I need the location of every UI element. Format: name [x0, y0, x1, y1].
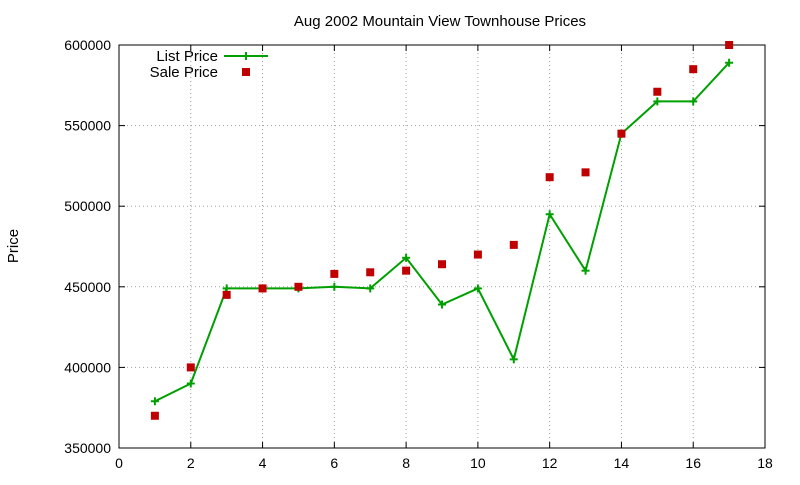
x-tick-label: 2 [187, 455, 195, 471]
sale-price-point [545, 173, 554, 182]
sale-price-point [509, 240, 518, 249]
list-price-point [330, 282, 339, 291]
sale-price-point [473, 250, 482, 259]
plot-frame [118, 44, 766, 449]
sale-price-point [581, 168, 590, 177]
y-tick-label: 400000 [64, 359, 111, 375]
list-price-point [581, 266, 590, 275]
list-price-point [545, 210, 554, 219]
list-price-point [689, 97, 698, 106]
axis-ticks: 0 2 4 6 8 10 12 14 16 18 350000 400000 450000 500000 5… [64, 37, 773, 471]
chart-title: Aug 2002 Mountain View Townhouse Prices [294, 13, 586, 30]
x-tick-label: 12 [542, 455, 558, 471]
legend-label: Sale Price [150, 64, 218, 81]
legend-square-marker [242, 68, 250, 76]
list-price-point [473, 284, 482, 293]
legend-plus-marker [242, 52, 250, 60]
list-price-point [725, 58, 734, 67]
sale-price-point [330, 269, 339, 278]
list-price-point [150, 397, 159, 406]
list-price-point [402, 253, 411, 262]
y-tick-label: 550000 [64, 118, 111, 134]
list-price-line [154, 62, 730, 403]
y-tick-label: 600000 [64, 37, 111, 53]
series-layer [150, 41, 734, 420]
list-price-point [438, 300, 446, 309]
sale-price-point [438, 260, 446, 269]
sale-price-point [617, 129, 626, 138]
legend-label: List Price [156, 48, 218, 65]
sale-price-point [150, 411, 159, 420]
sale-price-point [689, 65, 698, 74]
y-tick-label: 350000 [64, 440, 111, 456]
list-price-point [366, 284, 375, 293]
sale-price-point [222, 290, 231, 299]
x-tick-label: 14 [614, 455, 630, 471]
grid-lines [119, 45, 765, 448]
sale-price-point [725, 41, 734, 49]
x-tick-label: 16 [685, 455, 701, 471]
sale-price-point [653, 87, 662, 96]
x-tick-label: 4 [259, 455, 267, 471]
x-tick-label: 10 [470, 455, 486, 471]
x-tick-label: 0 [115, 455, 123, 471]
y-tick-label: 450000 [64, 279, 111, 295]
list-price-point [509, 355, 518, 364]
y-axis-label: Price [5, 229, 22, 263]
x-tick-label: 6 [330, 455, 338, 471]
sale-price-point [258, 284, 267, 293]
sale-price-point [186, 363, 195, 372]
list-price-point [653, 97, 662, 106]
list-price-point [186, 379, 195, 388]
x-tick-label: 18 [757, 455, 773, 471]
sale-price-point [402, 266, 411, 275]
y-tick-label: 500000 [64, 198, 111, 214]
sale-price-point [294, 282, 303, 291]
sale-price-point [366, 268, 375, 277]
x-tick-label: 8 [402, 455, 410, 471]
